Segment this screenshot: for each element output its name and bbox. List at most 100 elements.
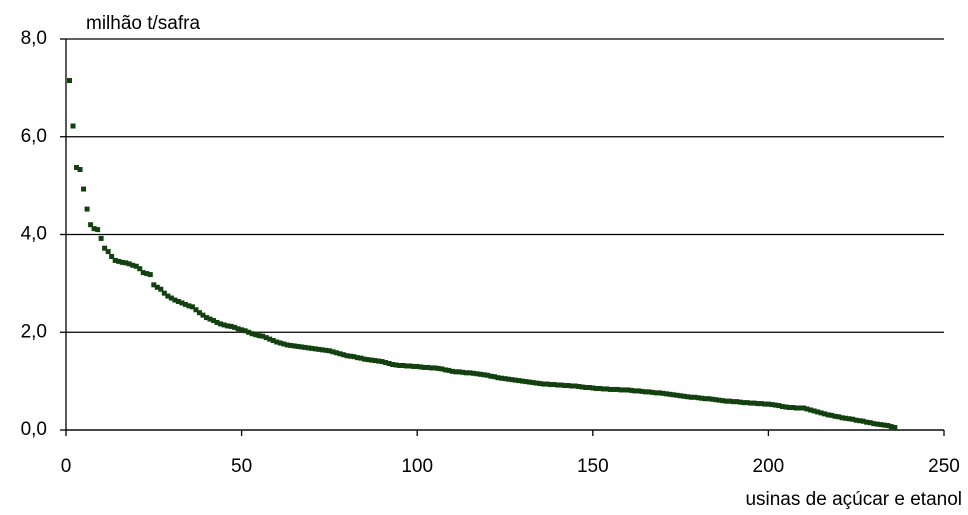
point (642, 389, 648, 395)
point (520, 378, 526, 384)
point (196, 310, 202, 316)
point (253, 332, 259, 338)
point (850, 416, 856, 422)
point (853, 417, 859, 423)
point (242, 328, 248, 334)
point (671, 392, 677, 398)
point (337, 351, 343, 357)
point (158, 286, 164, 292)
point (284, 342, 290, 348)
point (639, 388, 645, 394)
point (625, 387, 631, 393)
point (881, 422, 887, 428)
point (369, 357, 375, 363)
point (470, 370, 476, 376)
point (449, 368, 455, 374)
point (688, 394, 694, 400)
x-tick-label: 100 (401, 456, 433, 477)
point (597, 385, 603, 391)
point (351, 354, 357, 360)
point (147, 272, 153, 278)
point (123, 260, 129, 266)
point (211, 318, 217, 324)
point (67, 78, 73, 84)
point (681, 393, 687, 399)
point (836, 414, 842, 420)
point (727, 398, 733, 404)
point (857, 418, 863, 424)
point (214, 319, 220, 325)
point (74, 165, 80, 171)
point (555, 382, 561, 388)
point (119, 259, 125, 265)
point (846, 416, 852, 422)
point (256, 333, 262, 339)
point (323, 347, 329, 353)
point (611, 386, 617, 392)
point (165, 293, 171, 299)
point (801, 405, 807, 411)
point (765, 401, 771, 407)
point (888, 424, 894, 430)
point (572, 383, 578, 389)
point (239, 327, 245, 333)
point (695, 395, 701, 401)
title-background (80, 13, 209, 39)
point (442, 367, 448, 373)
point (281, 341, 287, 347)
point (298, 344, 304, 350)
point (860, 418, 866, 424)
point (453, 369, 459, 375)
point (193, 307, 199, 313)
point (621, 387, 627, 393)
point (702, 396, 708, 402)
point (330, 349, 336, 355)
point (734, 399, 740, 405)
point (678, 393, 684, 399)
point (365, 357, 371, 363)
point (579, 384, 585, 390)
point (586, 384, 592, 390)
point (864, 419, 870, 425)
chart-title: milhão t/safra (86, 13, 200, 34)
point (762, 401, 768, 407)
point (446, 367, 452, 373)
point (137, 266, 143, 272)
point (772, 402, 778, 408)
point (225, 323, 231, 329)
point (867, 420, 873, 426)
point (484, 372, 490, 378)
point (537, 381, 543, 387)
point (105, 249, 111, 255)
point (333, 350, 339, 356)
point (590, 385, 596, 391)
point (723, 398, 729, 404)
point (102, 245, 108, 251)
point (347, 353, 353, 359)
point (151, 282, 157, 288)
point (316, 346, 322, 352)
x-axis-label: usinas de açúcar e etanol (745, 489, 962, 510)
point (277, 340, 283, 346)
point (635, 388, 641, 394)
point (407, 363, 413, 369)
point (319, 347, 325, 353)
y-tick-label: 8,0 (21, 28, 47, 49)
point (593, 385, 599, 391)
point (172, 297, 178, 303)
y-tick-label: 4,0 (21, 224, 47, 245)
point (362, 356, 368, 362)
point (249, 331, 255, 337)
point (218, 321, 224, 327)
point (530, 380, 536, 386)
point (748, 400, 754, 406)
point (825, 412, 831, 418)
point (491, 374, 497, 380)
point (435, 365, 441, 371)
point (650, 389, 656, 395)
point (646, 389, 652, 395)
point (161, 290, 167, 296)
point (583, 384, 589, 390)
point (737, 399, 743, 405)
point (477, 371, 483, 377)
